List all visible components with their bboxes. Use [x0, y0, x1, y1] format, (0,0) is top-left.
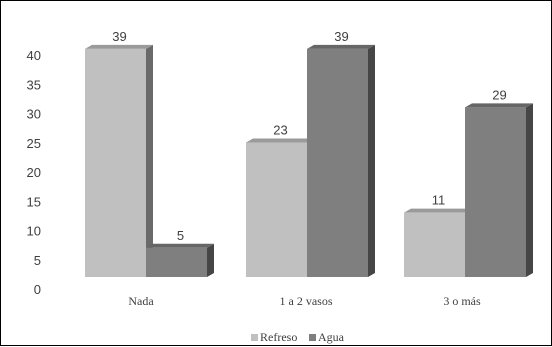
legend-label: Agua	[318, 330, 345, 344]
bar-top	[146, 243, 214, 248]
y-tick-label: 0	[34, 282, 41, 297]
bar-front	[146, 247, 207, 277]
bar-side	[207, 243, 214, 277]
bar-agua-0: 5	[146, 228, 214, 277]
legend: Refreso Agua	[251, 330, 345, 344]
x-axis: Nada 1 a 2 vasos 3 o más	[128, 294, 481, 308]
bar-top	[85, 44, 153, 49]
bar-top	[404, 208, 472, 213]
data-label: 11	[432, 193, 446, 208]
bar-front	[404, 212, 465, 277]
y-tick-label: 30	[27, 107, 41, 122]
y-tick-label: 20	[27, 165, 41, 180]
y-tick-label: 10	[27, 224, 41, 239]
x-tick-label: 3 o más	[443, 294, 481, 308]
bar-side	[146, 44, 153, 277]
bar-agua-2: 29	[465, 87, 533, 277]
bar-refreso-1: 23	[246, 122, 314, 277]
bar-front	[85, 48, 146, 277]
x-tick-label: Nada	[128, 294, 154, 308]
data-label: 39	[334, 29, 348, 44]
y-tick-label: 15	[27, 194, 41, 209]
y-tick-label: 40	[27, 48, 41, 63]
data-label: 5	[177, 228, 184, 243]
bar-front	[246, 142, 307, 277]
data-label: 23	[273, 122, 287, 137]
bar-front	[307, 48, 368, 277]
bar-top	[307, 44, 375, 49]
bar-side	[368, 44, 375, 277]
y-tick-label: 5	[34, 253, 41, 268]
y-tick-label: 35	[27, 77, 41, 92]
legend-label: Refreso	[260, 330, 297, 344]
legend-swatch	[309, 334, 316, 341]
bar-refreso-0: 39	[85, 29, 153, 277]
bar-front	[465, 107, 526, 277]
x-tick-label: 1 a 2 vasos	[280, 294, 333, 308]
data-label: 39	[112, 29, 126, 44]
bar-side	[526, 103, 533, 277]
bar-agua-1: 39	[307, 29, 375, 277]
y-axis: 0 5 10 15 20 25 30 35 40	[27, 48, 41, 297]
bar-top	[465, 103, 533, 108]
bar-refreso-2: 11	[404, 193, 472, 277]
legend-swatch	[251, 334, 258, 341]
bars: 39 5 23 39 11 29	[85, 29, 533, 277]
data-label: 29	[492, 87, 506, 102]
bar-top	[246, 138, 314, 143]
y-tick-label: 25	[27, 136, 41, 151]
